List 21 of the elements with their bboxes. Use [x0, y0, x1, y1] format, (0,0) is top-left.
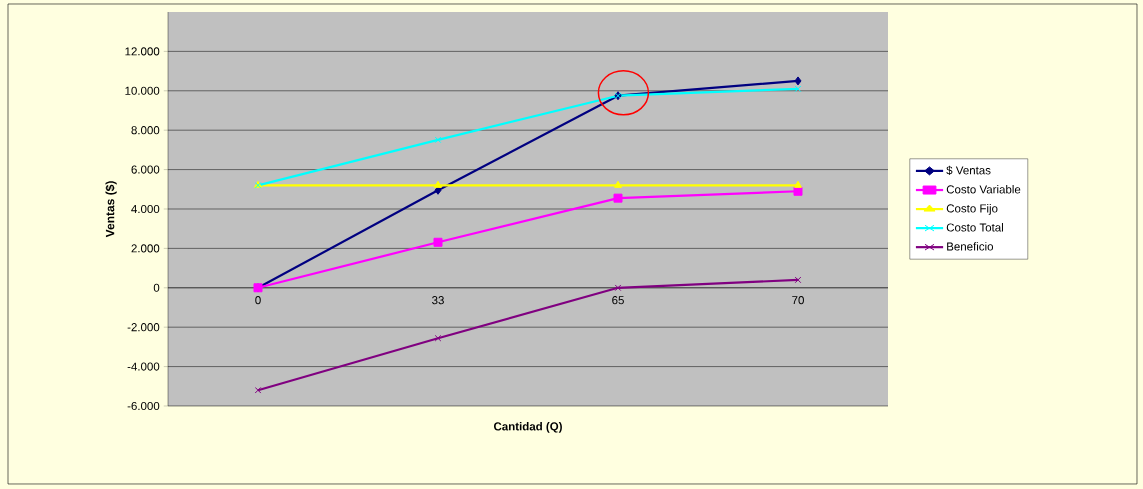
x-tick-label: 70	[792, 296, 804, 305]
y-tick-label: -2.000	[127, 323, 160, 332]
y-tick-label: -6.000	[127, 401, 160, 411]
y-tick-label: 8.000	[131, 126, 160, 135]
y-tick-label: 0	[153, 283, 160, 292]
legend-label: Costo Fijo	[946, 204, 998, 215]
y-tick-label: 10.000	[125, 86, 160, 95]
x-tick-label: 65	[612, 296, 624, 305]
legend-label: Beneficio	[947, 242, 994, 251]
y-tick-label: 4.000	[131, 204, 160, 214]
legend-label: $ Ventas	[946, 165, 991, 176]
legend-label: Costo Variable	[946, 185, 1021, 194]
x-axis-title: Cantidad (Q)	[493, 422, 562, 433]
y-tick-label: 6.000	[131, 165, 160, 174]
x-tick-label: 0	[255, 296, 261, 305]
y-axis-title: Ventas ($)	[105, 181, 117, 238]
y-tick-label: 2.000	[131, 244, 160, 253]
y-tick-label: -4.000	[127, 362, 160, 371]
x-tick-label: 33	[432, 296, 444, 305]
legend-label: Costo Total	[946, 223, 1003, 232]
y-tick-label: 12.000	[125, 47, 160, 56]
